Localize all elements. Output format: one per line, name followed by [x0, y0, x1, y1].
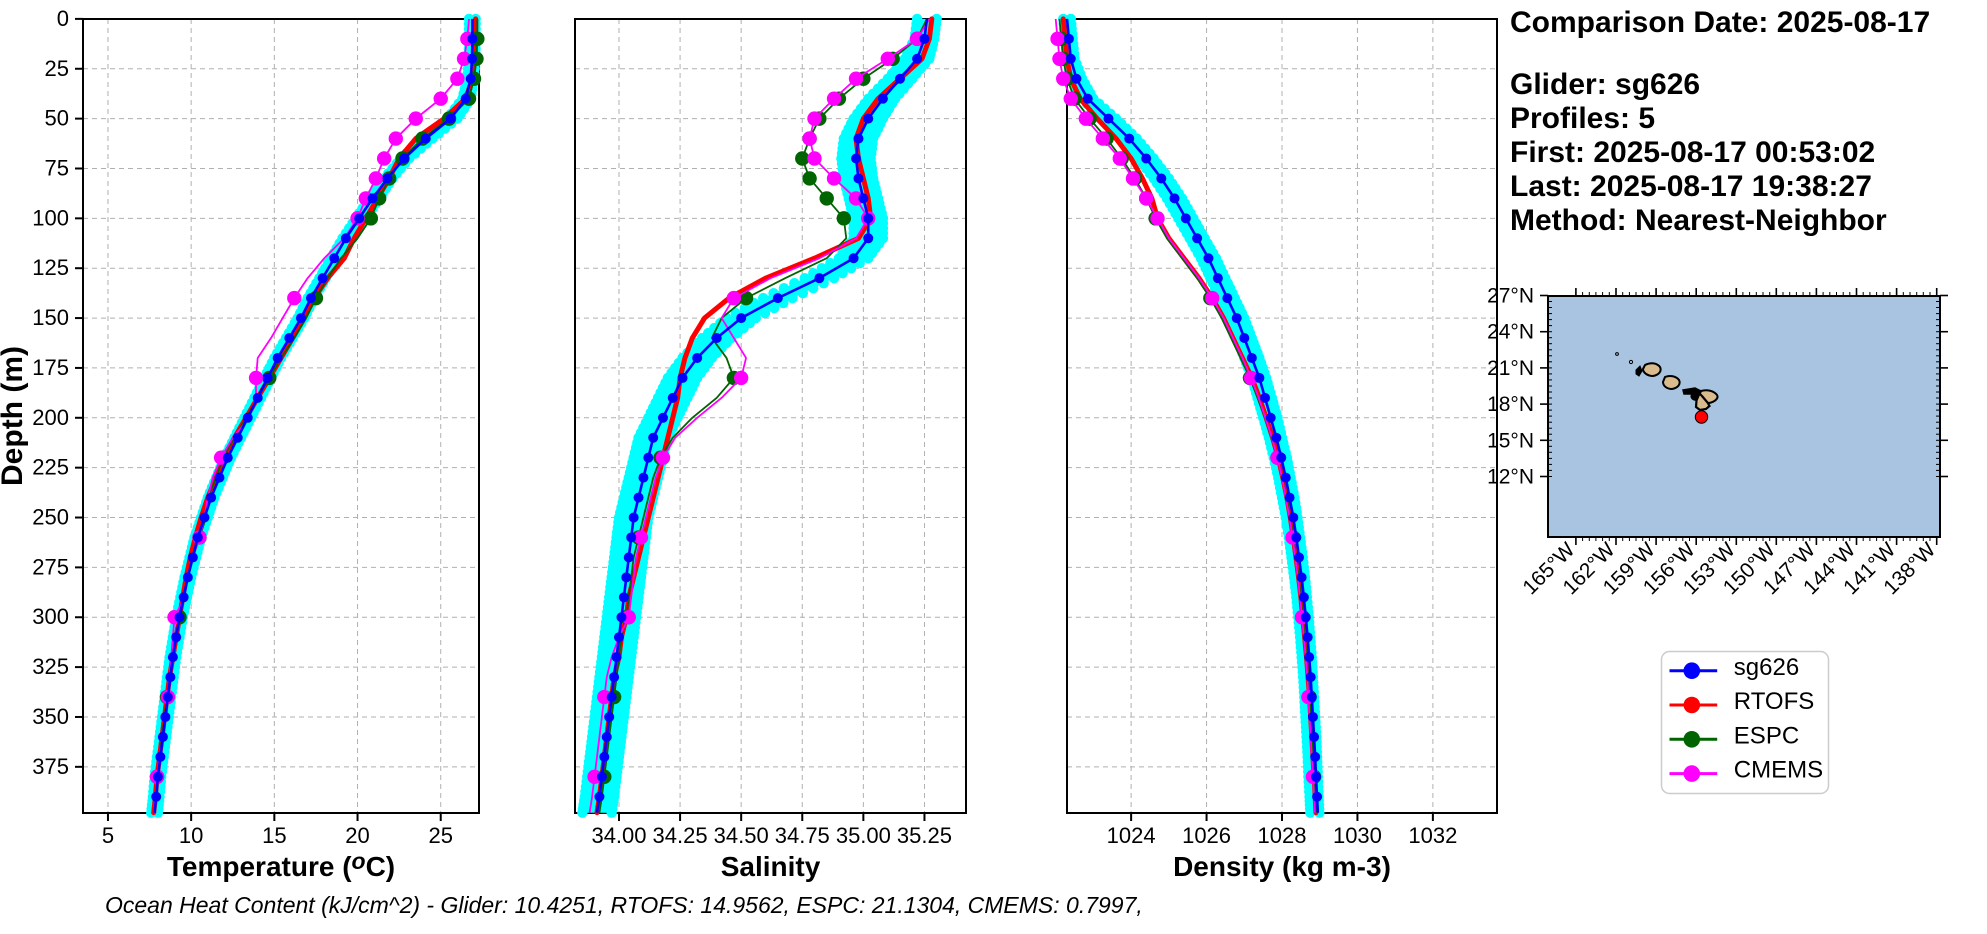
svg-text:27°N: 27°N [1487, 285, 1534, 308]
svg-text:Glider: sg626: Glider: sg626 [1510, 68, 1700, 101]
svg-text:10: 10 [179, 823, 203, 848]
svg-text:150: 150 [32, 305, 69, 330]
svg-text:21°N: 21°N [1487, 357, 1534, 380]
svg-text:1024: 1024 [1107, 823, 1156, 848]
svg-text:225: 225 [32, 455, 69, 480]
svg-text:ESPC: ESPC [1734, 722, 1799, 749]
svg-text:1030: 1030 [1333, 823, 1382, 848]
svg-text:5: 5 [102, 823, 114, 848]
svg-text:35.00: 35.00 [836, 823, 891, 848]
svg-text:35.25: 35.25 [897, 823, 952, 848]
svg-text:375: 375 [32, 754, 69, 779]
svg-text:0: 0 [57, 6, 69, 31]
svg-text:125: 125 [32, 255, 69, 280]
svg-text:1026: 1026 [1182, 823, 1231, 848]
svg-text:25: 25 [45, 56, 69, 81]
svg-text:250: 250 [32, 505, 69, 530]
svg-text:175: 175 [32, 355, 69, 380]
svg-text:Profiles: 5: Profiles: 5 [1510, 102, 1655, 135]
svg-text:15°N: 15°N [1487, 429, 1534, 452]
svg-text:Density (kg m-3): Density (kg m-3) [1173, 851, 1391, 882]
svg-text:1028: 1028 [1258, 823, 1307, 848]
svg-text:First: 2025-08-17 00:53:02: First: 2025-08-17 00:53:02 [1510, 136, 1875, 169]
svg-text:24°N: 24°N [1487, 321, 1534, 344]
svg-text:50: 50 [45, 106, 69, 131]
svg-text:200: 200 [32, 405, 69, 430]
svg-text:RTOFS: RTOFS [1734, 688, 1814, 715]
svg-text:34.50: 34.50 [714, 823, 769, 848]
svg-text:34.25: 34.25 [653, 823, 708, 848]
svg-text:Depth (m): Depth (m) [0, 346, 29, 486]
svg-text:12°N: 12°N [1487, 466, 1534, 489]
svg-text:75: 75 [45, 155, 69, 180]
svg-text:Comparison Date: 2025-08-17: Comparison Date: 2025-08-17 [1510, 6, 1930, 39]
svg-text:300: 300 [32, 604, 69, 629]
svg-text:325: 325 [32, 654, 69, 679]
svg-text:350: 350 [32, 704, 69, 729]
svg-text:275: 275 [32, 554, 69, 579]
svg-text:Salinity: Salinity [721, 851, 821, 882]
svg-text:1032: 1032 [1408, 823, 1457, 848]
svg-text:Last: 2025-08-17 19:38:27: Last: 2025-08-17 19:38:27 [1510, 170, 1872, 203]
svg-text:25: 25 [428, 823, 452, 848]
svg-text:20: 20 [345, 823, 369, 848]
svg-text:18°N: 18°N [1487, 393, 1534, 416]
svg-text:100: 100 [32, 205, 69, 230]
svg-text:34.75: 34.75 [775, 823, 830, 848]
svg-text:34.00: 34.00 [591, 823, 646, 848]
svg-text:Method: Nearest-Neighbor: Method: Nearest-Neighbor [1510, 204, 1887, 237]
svg-text:15: 15 [262, 823, 286, 848]
svg-text:Ocean Heat Content (kJ/cm^2) -: Ocean Heat Content (kJ/cm^2) - Glider: 1… [105, 892, 1143, 918]
svg-text:sg626: sg626 [1734, 654, 1799, 681]
svg-text:CMEMS: CMEMS [1734, 757, 1823, 784]
